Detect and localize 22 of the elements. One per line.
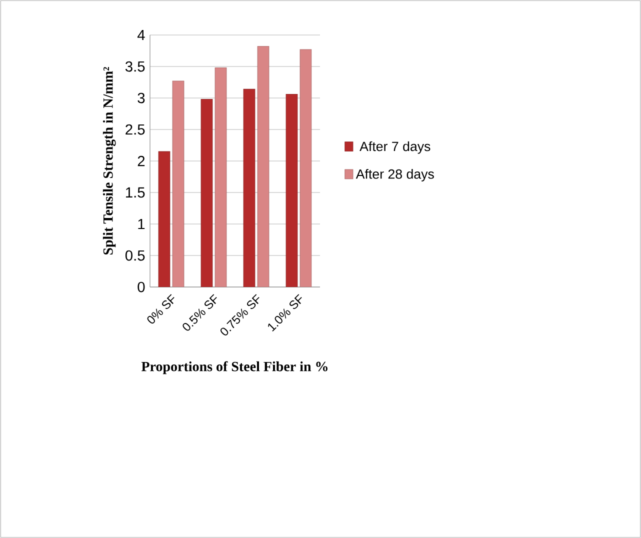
bar	[158, 151, 170, 287]
y-axis-title: Split Tensile Strength in N/mm²	[102, 67, 116, 255]
bar	[257, 46, 270, 287]
bar	[243, 88, 256, 287]
bar	[300, 49, 312, 287]
bar	[214, 67, 227, 287]
y-tick-label: 0	[138, 282, 145, 292]
y-tick-label: 3.5	[125, 61, 145, 72]
y-tick-label: 1.5	[126, 187, 145, 198]
y-tick-label: 2.5	[126, 124, 145, 135]
y-tick-label: 3	[138, 92, 145, 104]
x-axis-title: Proportions of Steel Fiber in %	[141, 361, 328, 374]
bar	[200, 98, 213, 287]
bar	[172, 80, 184, 287]
y-tick-label: 4	[137, 30, 145, 40]
legend-label: After 7 days	[360, 141, 430, 154]
bar	[286, 94, 298, 287]
y-tick-label: 2	[138, 156, 145, 166]
y-tick-label: 1	[138, 218, 145, 230]
legend-label: After 28 days	[356, 169, 434, 182]
x-tick-label: 0% SF	[147, 294, 174, 324]
y-tick-label: 0.5	[125, 250, 145, 261]
